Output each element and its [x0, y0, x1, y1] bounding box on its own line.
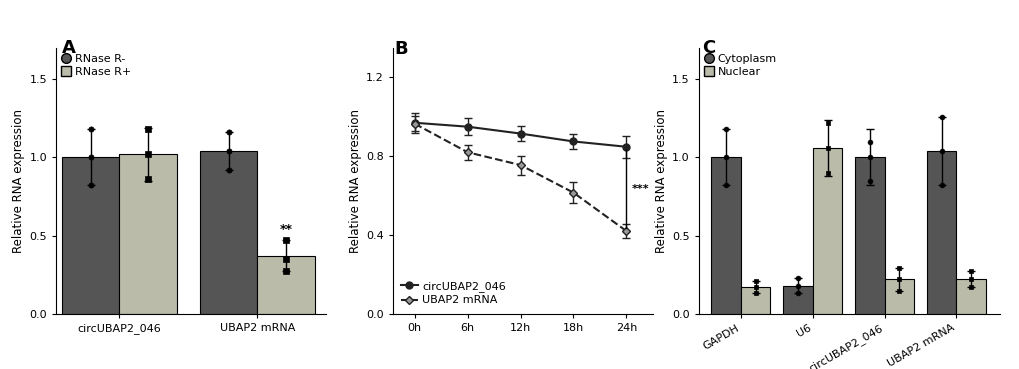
Point: [717, 154, 734, 160]
Point: [818, 145, 835, 151]
Point: [717, 126, 734, 132]
Bar: [740, 287, 769, 314]
Bar: [200, 151, 257, 314]
Point: [747, 284, 763, 290]
Point: [789, 275, 805, 281]
Point: [747, 278, 763, 284]
Legend: RNase R-, RNase R+: RNase R-, RNase R+: [61, 54, 131, 77]
Point: [962, 276, 978, 282]
Point: [789, 290, 805, 296]
Point: [278, 269, 294, 275]
Y-axis label: Relative RNA expression: Relative RNA expression: [348, 109, 362, 253]
Text: ***: ***: [631, 184, 649, 194]
Bar: [62, 157, 119, 314]
Bar: [956, 279, 985, 314]
Bar: [926, 151, 956, 314]
Point: [747, 290, 763, 296]
Text: A: A: [62, 39, 75, 57]
Point: [717, 183, 734, 189]
Point: [83, 126, 99, 132]
Bar: [257, 256, 315, 314]
Point: [220, 167, 236, 173]
Point: [140, 151, 156, 157]
Bar: [710, 157, 740, 314]
Point: [83, 183, 99, 189]
Y-axis label: Relative RNA expression: Relative RNA expression: [654, 109, 667, 253]
Point: [278, 256, 294, 262]
Bar: [119, 154, 176, 314]
Point: [818, 170, 835, 176]
Text: C: C: [701, 39, 714, 57]
Point: [220, 130, 236, 135]
Bar: [883, 279, 913, 314]
Point: [861, 178, 877, 184]
Point: [83, 154, 99, 160]
Point: [140, 126, 156, 132]
Bar: [783, 286, 812, 314]
Point: [932, 183, 949, 189]
Point: [891, 265, 907, 270]
Point: [220, 148, 236, 154]
Y-axis label: Relative RNA expression: Relative RNA expression: [12, 109, 25, 253]
Point: [891, 276, 907, 282]
Point: [861, 139, 877, 145]
Point: [891, 288, 907, 294]
Bar: [854, 157, 883, 314]
Point: [789, 283, 805, 289]
Text: B: B: [394, 40, 408, 58]
Point: [861, 154, 877, 160]
Point: [962, 269, 978, 275]
Bar: [812, 148, 842, 314]
Point: [140, 176, 156, 182]
Point: [278, 237, 294, 243]
Legend: circUBAP2_046, UBAP2 mRNA: circUBAP2_046, UBAP2 mRNA: [400, 281, 505, 306]
Text: **: **: [279, 223, 292, 235]
Point: [818, 120, 835, 126]
Legend: Cytoplasm, Nuclear: Cytoplasm, Nuclear: [703, 54, 775, 77]
Point: [932, 148, 949, 154]
Point: [962, 284, 978, 290]
Point: [932, 114, 949, 120]
